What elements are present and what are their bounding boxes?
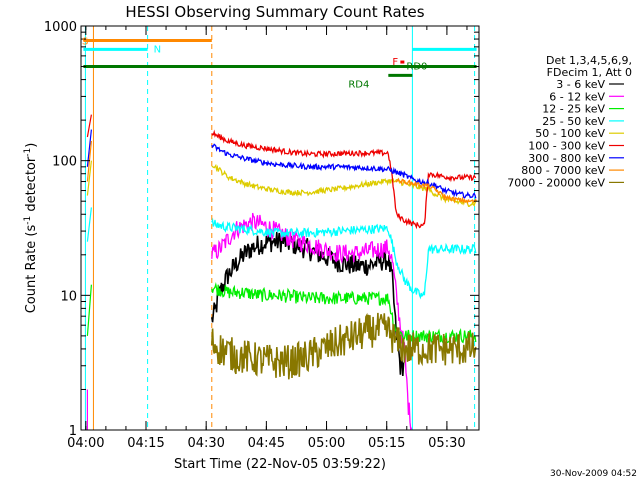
- x-tick-label: 05:30: [428, 436, 465, 451]
- legend-entry-label: 800 - 7000 keV: [521, 164, 605, 177]
- series-line: [211, 312, 477, 380]
- legend-header-line: FDecim 1, Att 0: [547, 66, 632, 79]
- legend-header-line: Det 1,3,4,5,6,9,: [546, 54, 632, 67]
- legend-entry-label: 300 - 800 keV: [528, 152, 605, 165]
- legend: Det 1,3,4,5,6,9,FDecim 1, Att 03 - 6 keV…: [507, 54, 632, 189]
- y-label-end: ): [24, 143, 39, 148]
- flag-label-f: F: [392, 57, 398, 68]
- y-label-mid: detector: [24, 156, 39, 216]
- legend-entry-label: 100 - 300 keV: [528, 140, 605, 153]
- flag-labels: S N F RD0 RD4: [82, 37, 427, 91]
- flag-label-rd4: RD4: [348, 79, 369, 90]
- series-line: [395, 177, 478, 204]
- series-line: [211, 163, 477, 208]
- x-axis: 04:00 04:15 04:30 04:45 05:00 05:15 05:30: [67, 26, 468, 451]
- flag-label-n: N: [154, 44, 161, 55]
- plot-frame: [80, 25, 480, 431]
- legend-entry-label: 25 - 50 keV: [542, 115, 605, 128]
- series-800-7000kev: [86, 140, 478, 204]
- x-axis-label: Start Time (22-Nov-05 03:59:22): [174, 457, 386, 472]
- series-pre-line: [86, 207, 92, 242]
- x-tick-label: 04:30: [187, 436, 224, 451]
- legend-entry-label: 7000 - 20000 keV: [507, 176, 605, 189]
- y-axis: 1 10 100 1000: [44, 20, 479, 439]
- series-25-50kev: [86, 207, 477, 300]
- series-6-12kev: [86, 212, 413, 430]
- y-label-sup2: -1: [23, 148, 33, 157]
- series-line: [211, 217, 477, 300]
- series-50-100kev: [86, 160, 477, 208]
- y-tick-label: 1000: [44, 20, 77, 35]
- x-tick-label: 04:45: [248, 436, 285, 451]
- timestamp: 30-Nov-2009 04:52: [550, 469, 637, 479]
- series-7000-20000kev: [211, 312, 477, 380]
- series-pre-line: [86, 284, 92, 336]
- legend-entry-label: 3 - 6 keV: [556, 78, 605, 91]
- flag-bars: [83, 39, 477, 77]
- series-line: [211, 129, 477, 230]
- y-axis-label: Count Rate (s-1 detector-1): [23, 143, 39, 314]
- y-label-base: Count Rate (s: [24, 225, 39, 314]
- x-tick-label: 04:00: [67, 436, 104, 451]
- series-pre-line: [86, 114, 92, 138]
- legend-entry-label: 50 - 100 keV: [535, 127, 605, 140]
- y-tick-label: 1: [69, 424, 77, 439]
- chart-title: HESSI Observing Summary Count Rates: [125, 3, 424, 21]
- time-markers: [84, 26, 476, 430]
- legend-entry-label: 6 - 12 keV: [549, 90, 605, 103]
- series-100-300kev: [86, 114, 477, 230]
- y-label-sup1: -1: [23, 216, 33, 225]
- flag-label-s: S: [82, 37, 88, 48]
- y-tick-label: 10: [60, 289, 77, 304]
- x-tick-label: 04:15: [127, 436, 164, 451]
- series-pre-line: [86, 160, 92, 196]
- x-tick-label: 05:15: [368, 436, 405, 451]
- y-tick-label: 100: [52, 155, 77, 170]
- x-tick-label: 05:00: [308, 436, 345, 451]
- flag-label-rd0: RD0: [406, 62, 427, 73]
- legend-entry-label: 12 - 25 keV: [542, 103, 605, 116]
- series-line: [211, 143, 477, 199]
- series-pre-line: [86, 140, 92, 182]
- series-group: [86, 114, 478, 430]
- series-line: [211, 212, 413, 430]
